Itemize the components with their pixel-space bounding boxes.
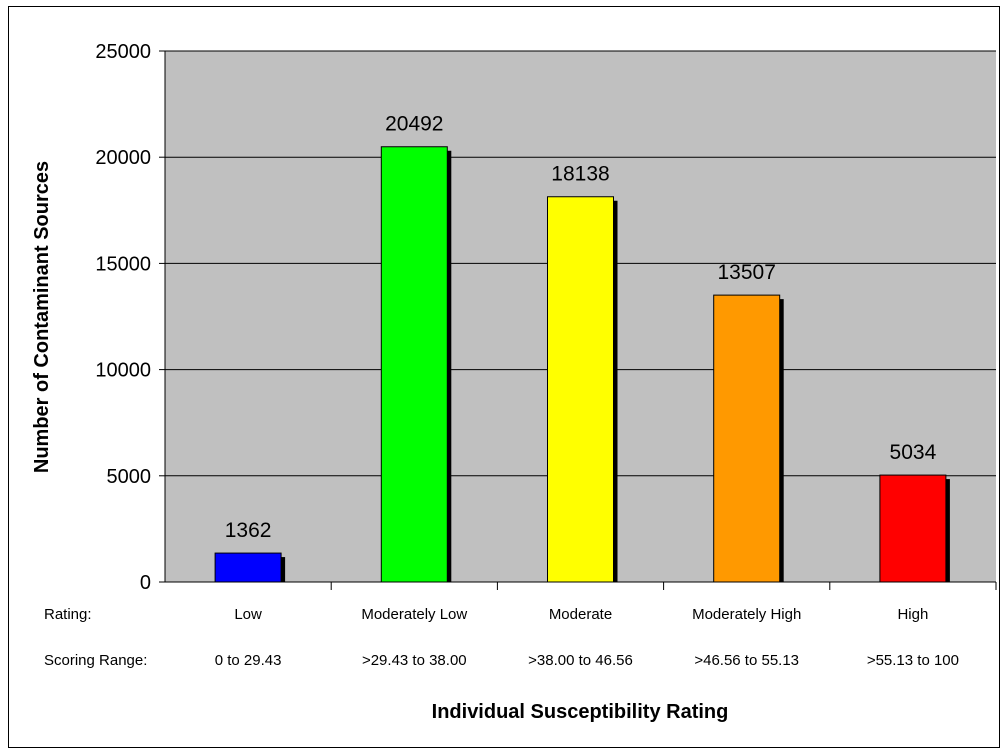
x-tick-label: High [897,606,928,623]
bar [214,552,282,583]
x-tick-label: Low [234,606,262,623]
data-label: 1362 [225,519,272,542]
data-label: 20492 [385,113,443,136]
bar [547,196,614,583]
scoring-range-row-label: Scoring Range: [44,652,147,669]
bar [879,474,947,583]
scoring-range-label: 0 to 29.43 [215,652,282,669]
scoring-range-label: >29.43 to 38.00 [362,652,467,669]
data-label: 5034 [890,441,937,464]
bar [380,146,448,583]
scoring-range-label: >38.00 to 46.56 [528,652,633,669]
data-label: 18138 [551,163,609,186]
y-tick-label: 25000 [95,41,151,63]
x-tick-label: Moderate [549,606,612,623]
y-tick-label: 10000 [95,360,151,382]
x-tick-label: Moderately Low [361,606,467,623]
bar [713,294,781,583]
y-tick-label: 0 [140,572,151,594]
x-tick-label: Moderately High [692,606,801,623]
y-axis-title: Number of Contaminant Sources [31,161,53,473]
data-label: 13507 [717,261,775,284]
y-tick-label: 20000 [95,147,151,169]
scoring-range-label: >55.13 to 100 [867,652,959,669]
y-tick-label: 5000 [107,466,152,488]
rating-row-label: Rating: [44,606,92,623]
x-axis-title: Individual Susceptibility Rating [432,701,729,723]
y-tick-label: 15000 [95,253,151,275]
scoring-range-label: >46.56 to 55.13 [694,652,799,669]
